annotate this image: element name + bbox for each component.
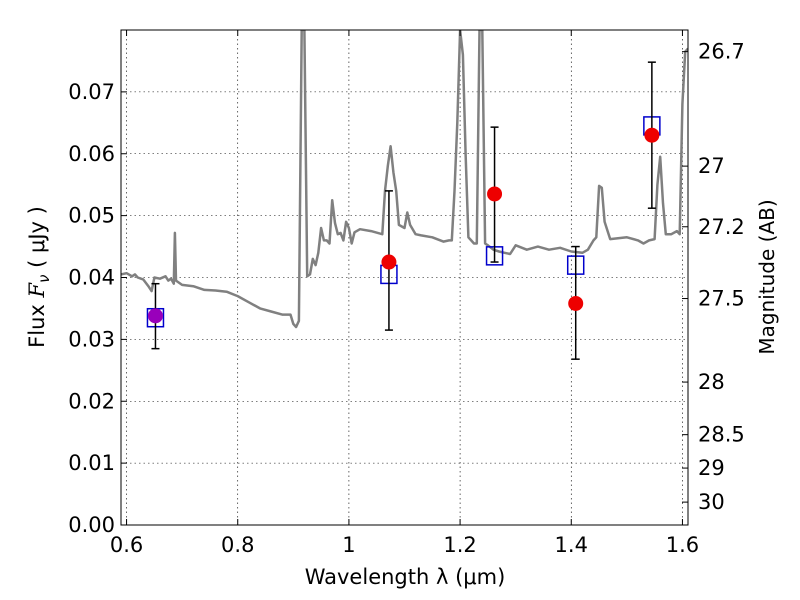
y-tick-label: 0.01 bbox=[68, 451, 115, 475]
y2-tick-label: 30 bbox=[698, 490, 725, 514]
x-tick-label: 1 bbox=[342, 533, 355, 557]
y2-tick-label: 27.2 bbox=[698, 215, 745, 239]
y-tick-label: 0.04 bbox=[68, 266, 115, 290]
x-tick-label: 1.2 bbox=[443, 533, 476, 557]
y2-tick-label: 27 bbox=[698, 154, 725, 178]
grid bbox=[121, 30, 688, 525]
y2-tick-label: 29 bbox=[698, 456, 725, 480]
y2-tick-label: 27.5 bbox=[698, 287, 745, 311]
y-label-flux: Flux bbox=[25, 298, 49, 348]
y-tick-label: 0.05 bbox=[68, 204, 115, 228]
y2-tick-label: 28 bbox=[698, 370, 725, 394]
y-tick-label: 0.00 bbox=[68, 513, 115, 537]
observed-flux-point bbox=[381, 254, 397, 270]
x-tick-label: 0.6 bbox=[110, 533, 143, 557]
observed-flux-point bbox=[487, 186, 503, 202]
y-label-f: F bbox=[25, 282, 49, 299]
y2-axis-label: Magnitude (AB) bbox=[755, 199, 779, 354]
x-tick-label: 1.4 bbox=[555, 533, 588, 557]
y-label-unit: ( μJy ) bbox=[25, 206, 49, 274]
observed-flux-point bbox=[644, 127, 660, 143]
observed-flux-point bbox=[568, 295, 584, 311]
x-tick-label: 0.8 bbox=[221, 533, 254, 557]
sed-model-line bbox=[121, 30, 688, 329]
x-tick-label: 1.6 bbox=[666, 533, 699, 557]
data-layer bbox=[121, 30, 688, 329]
y2-tick-label: 28.5 bbox=[698, 423, 745, 447]
points-layer bbox=[146, 61, 661, 360]
y-label-nu: ν bbox=[35, 275, 53, 283]
axes: 0.6 0.8 1 1.2 1.4 1.6 0.00 0.01 0.02 0.03 0.04 0.05… bbox=[68, 30, 745, 557]
y-axis-label: Flux Fν ( μJy ) bbox=[25, 206, 53, 348]
y-tick-label: 0.03 bbox=[68, 327, 115, 351]
x-axis-label: Wavelength λ (μm) bbox=[305, 565, 506, 589]
y-tick-label: 0.02 bbox=[68, 389, 115, 413]
observed-flux-point bbox=[147, 308, 163, 324]
y-tick-label: 0.07 bbox=[68, 80, 115, 104]
y2-tick-label: 26.7 bbox=[698, 40, 745, 64]
y-tick-label: 0.06 bbox=[68, 142, 115, 166]
